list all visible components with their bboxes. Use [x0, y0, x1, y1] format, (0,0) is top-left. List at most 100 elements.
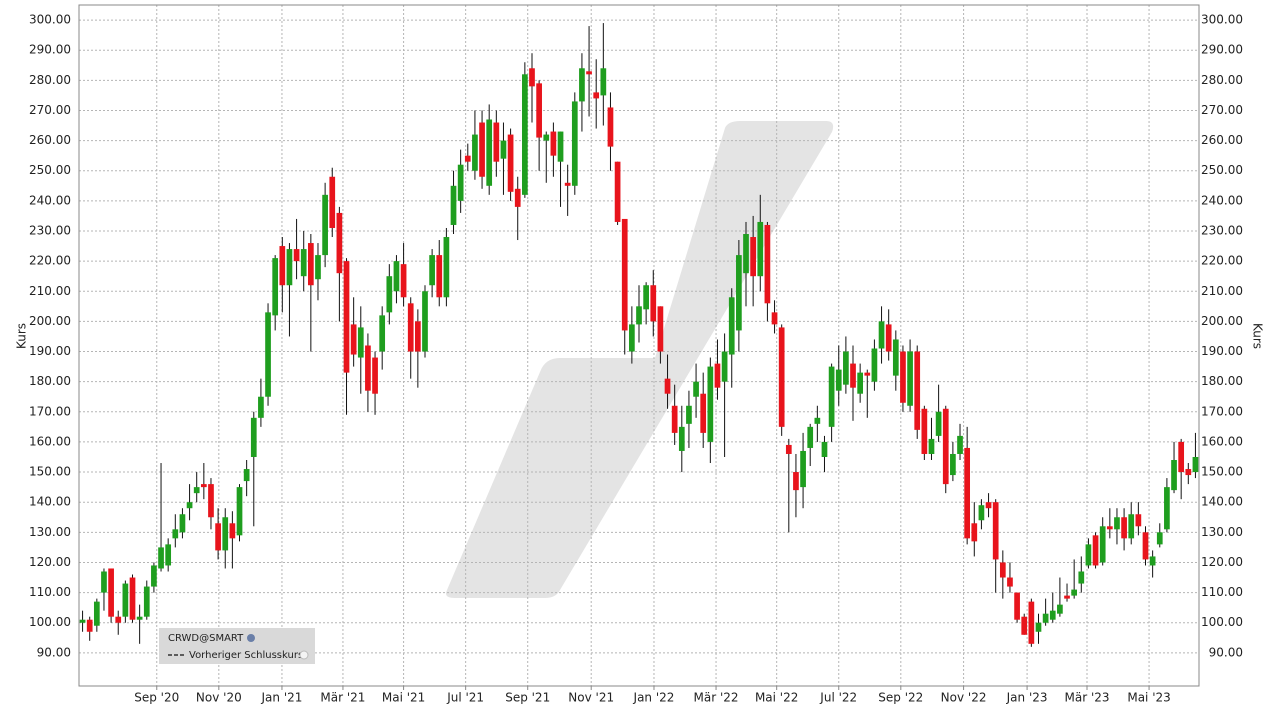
candle-body — [457, 164, 464, 201]
candle-body — [543, 134, 550, 141]
candle-body — [928, 438, 935, 454]
candle-body — [286, 249, 293, 286]
candle-body — [793, 472, 799, 491]
candle-body — [122, 583, 129, 617]
grid — [79, 5, 1199, 686]
y2-tick-label: 210.00 — [1201, 284, 1243, 298]
x-tick-label: Mär '22 — [694, 691, 739, 705]
x-tick-label: Sep '21 — [505, 691, 550, 705]
y2-tick-label: 110.00 — [1201, 585, 1243, 599]
legend-label: Vorheriger Schlusskurs — [189, 650, 303, 661]
candle-body — [1049, 610, 1056, 620]
candle-body — [857, 372, 863, 394]
legend-box — [159, 628, 315, 664]
candle-body — [293, 249, 300, 262]
candle-body — [621, 218, 628, 331]
x-tick-label: Jul '21 — [446, 691, 484, 705]
candle-body — [971, 523, 978, 542]
candle-body — [778, 327, 785, 427]
candle-body — [407, 303, 414, 352]
y2-tick-label: 160.00 — [1201, 434, 1243, 448]
y-tick-label: 220.00 — [29, 254, 71, 268]
y2-tick-label: 130.00 — [1201, 525, 1243, 539]
candle-body — [785, 444, 792, 454]
candle-body — [900, 351, 906, 403]
candle-body — [165, 544, 172, 566]
candle-body — [193, 487, 200, 494]
candle-body — [1164, 487, 1170, 530]
candle-body — [500, 140, 507, 159]
candle-body — [885, 324, 892, 352]
candle-body — [743, 234, 749, 274]
candle-body — [728, 297, 735, 355]
y2-tick-label: 270.00 — [1201, 103, 1243, 117]
candle-body — [671, 405, 678, 433]
candle-body — [479, 122, 485, 177]
candle-body — [1092, 535, 1099, 566]
candle-body — [664, 378, 671, 394]
legend-label: CRWD@SMART — [168, 633, 244, 644]
candle-body — [757, 221, 764, 277]
y2-tick-label: 280.00 — [1201, 73, 1243, 87]
candle-body — [1171, 460, 1177, 491]
candle-body — [222, 517, 229, 551]
candle-body — [843, 351, 849, 385]
y2-tick-label: 200.00 — [1201, 314, 1243, 328]
candle-body — [800, 450, 806, 488]
candle-body — [736, 255, 742, 331]
candle-body — [1078, 571, 1085, 584]
candle-body — [79, 619, 86, 623]
y-tick-label: 160.00 — [29, 434, 71, 448]
candle-body — [571, 101, 578, 186]
y2-tick-label: 100.00 — [1201, 615, 1243, 629]
y-tick-label: 120.00 — [29, 555, 71, 569]
candle-body — [1014, 592, 1020, 620]
candle-body — [828, 366, 835, 427]
candle-body — [400, 264, 407, 298]
candle-body — [1042, 613, 1049, 623]
x-tick-label: Mai '21 — [382, 691, 425, 705]
candle-body — [657, 306, 664, 352]
y2-tick-label: 300.00 — [1201, 13, 1243, 27]
candle-body — [343, 261, 350, 373]
candle-body — [586, 71, 592, 75]
candle-body — [522, 74, 528, 195]
candle-body — [350, 324, 357, 355]
candle-body — [871, 348, 878, 382]
candle-body — [386, 276, 393, 313]
x-tick-label: Nov '22 — [941, 691, 987, 705]
candle-body — [678, 426, 685, 451]
candle-body — [764, 224, 771, 304]
candle-body — [436, 255, 443, 298]
y-tick-label: 260.00 — [29, 133, 71, 147]
candle-body — [600, 68, 607, 96]
candle-body — [907, 351, 913, 406]
y-tick-label: 290.00 — [29, 43, 71, 57]
candle-body — [1021, 616, 1028, 635]
x-tick-label: Mär '23 — [1064, 691, 1109, 705]
candle-body — [464, 155, 471, 162]
candle-body — [215, 523, 221, 551]
x-tick-label: Sep '22 — [878, 691, 923, 705]
candle-body — [1106, 526, 1113, 530]
y2-tick-label: 90.00 — [1209, 645, 1243, 659]
candle-body — [372, 357, 378, 394]
candle-body — [1064, 595, 1070, 599]
candle-body — [265, 312, 271, 397]
candle-body — [629, 324, 635, 352]
candle-body — [272, 258, 279, 316]
candle-body — [593, 92, 600, 99]
candle-body — [115, 616, 122, 623]
candle-body — [650, 285, 657, 322]
candle-body — [835, 369, 842, 391]
y-tick-label: 90.00 — [37, 645, 71, 659]
x-tick-label: Mär '21 — [320, 691, 365, 705]
candle-body — [357, 327, 364, 358]
y-tick-label: 200.00 — [29, 314, 71, 328]
candle-body — [914, 351, 921, 430]
legend-icon — [299, 650, 309, 660]
y-tick-label: 100.00 — [29, 615, 71, 629]
candle-body — [315, 255, 321, 280]
